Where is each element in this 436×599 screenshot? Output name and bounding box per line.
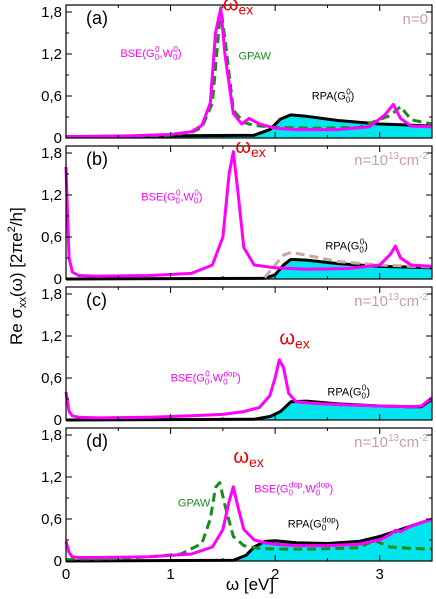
panel-d: 0 0,6 1,2 1,8 0 1 2 3 (d) n=1013cm-2 ωex GPAW BSE(G0…: [41, 427, 433, 583]
panel-frame: [65, 427, 433, 562]
rpa-fill-area: [66, 519, 432, 561]
omega-ex-label: ωex: [279, 327, 309, 351]
x-tick-label: 0: [62, 566, 70, 583]
y-tick-label: 0: [54, 271, 62, 288]
series-line-bse: [64, 358, 433, 420]
panel-frame: [65, 4, 433, 139]
series-line-bse: [64, 485, 433, 559]
curve-label: RPA(G00): [325, 238, 368, 255]
series-line-bse: [64, 150, 433, 278]
carrier-density-label: n=1013cm-2: [354, 292, 428, 310]
y-tick-label: 1,8: [41, 427, 62, 444]
y-tick-label: 0: [54, 553, 62, 570]
series-line-rpa: [65, 113, 433, 139]
omega-ex-label: ωex: [235, 136, 265, 160]
x-axis-label: ω [eV]: [226, 575, 274, 594]
y-tick-label: 0: [54, 130, 62, 147]
y-tick-label: 0: [54, 412, 62, 429]
curve-label: RPA(G00): [327, 384, 370, 401]
y-tick-label: 1,8: [41, 4, 62, 21]
curve-label: GPAW: [239, 51, 272, 63]
curve-label: BSE(G00,W0dop): [171, 370, 241, 387]
panel-label: (c): [86, 290, 107, 310]
curve-label: BSE(G0dop,W0dop): [254, 480, 333, 497]
x-tick-label: 1: [166, 566, 174, 583]
y-tick-label: 0,6: [41, 88, 62, 105]
carrier-density-label: n=0: [403, 11, 428, 28]
y-tick-label: 0,6: [41, 229, 62, 246]
series-line-bse: [66, 7, 433, 139]
carrier-density-label: n=1013cm-2: [354, 433, 428, 451]
curve-label: BSE(G00,W00): [120, 45, 181, 62]
y-tick-label: 1,2: [41, 187, 62, 204]
series-line-gpaw: [66, 6, 433, 139]
panel-b: 0 0,6 1,2 1,8 (b) n=1013cm-2 ωex BSE(G00,W00) RP…: [41, 136, 433, 288]
y-tick-label: 0,6: [41, 511, 62, 528]
curve-label: RPA(G00): [312, 88, 355, 105]
omega-ex-label: ωex: [223, 0, 253, 18]
panel-frame: [65, 286, 433, 421]
panel-frame: [65, 145, 433, 280]
panel-c: 0 0,6 1,2 1,8 (c) n=1013cm-2 ωex BSE(G00,W0dop)…: [41, 286, 433, 429]
omega-ex-label: ωex: [233, 446, 263, 470]
panels: 0 0,6 1,2 1,8 (a) n=0 ωex BSE(G00,W00) GPAW RPA(G…: [41, 0, 433, 583]
panel-a: 0 0,6 1,2 1,8 (a) n=0 ωex BSE(G00,W00) GPAW RPA(G…: [41, 0, 433, 147]
x-tick-label: 3: [376, 566, 384, 583]
curve-label: BSE(G00,W00): [141, 189, 202, 206]
y-tick-label: 1,8: [41, 286, 62, 303]
carrier-density-label: n=1013cm-2: [354, 151, 428, 169]
series-line-rpa: [65, 517, 433, 563]
y-tick-label: 1,2: [41, 46, 62, 63]
y-tick-label: 1,2: [41, 328, 62, 345]
y-tick-label: 1,8: [41, 145, 62, 162]
panel-label: (d): [86, 431, 108, 451]
curve-label: GPAW: [178, 497, 211, 509]
y-tick-label: 1,2: [41, 469, 62, 486]
rpa-fill-area: [66, 114, 432, 138]
x-tick-label: 2: [271, 566, 279, 583]
panel-label: (b): [86, 149, 108, 169]
curve-label: RPA(G0dop): [288, 515, 340, 532]
y-axis-label: Re σxx(ω) [2πe2/h]: [6, 207, 29, 345]
y-tick-label: 0,6: [41, 370, 62, 387]
panel-label: (a): [86, 8, 108, 28]
